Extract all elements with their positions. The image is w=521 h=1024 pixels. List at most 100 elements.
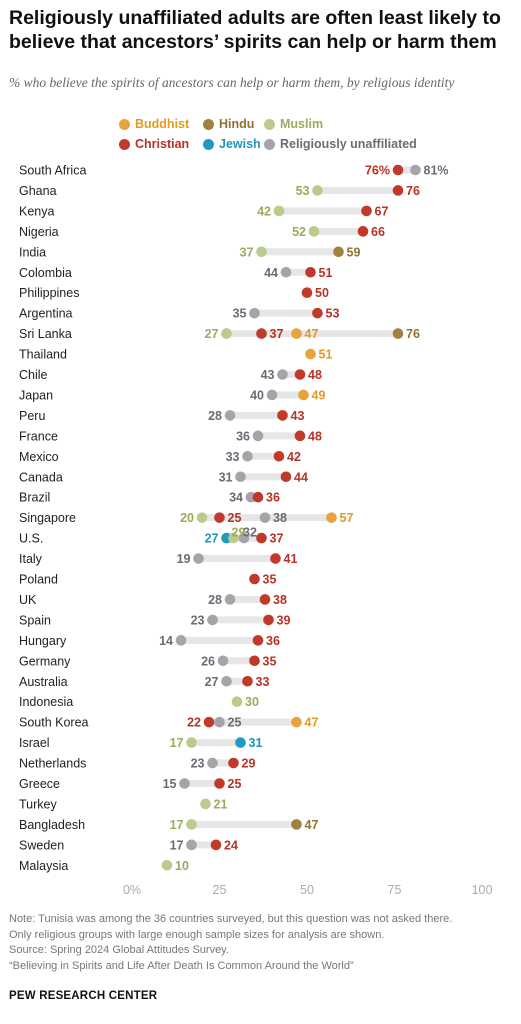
dot-buddhist <box>326 512 337 523</box>
value-label-christian: 36 <box>266 491 280 505</box>
country-label: Sri Lanka <box>19 327 72 341</box>
x-tick-label: 100 <box>472 883 493 897</box>
dot-religiously-unaffiliated <box>175 635 187 646</box>
value-label-muslim: 42 <box>257 204 271 218</box>
value-label-christian: 66 <box>371 225 385 239</box>
dot-hindu <box>291 819 302 830</box>
country-label: Australia <box>19 675 68 689</box>
value-label-christian: 39 <box>277 613 291 627</box>
chart-subtitle: % who believe the spirits of ancestors c… <box>9 75 455 90</box>
dot-religiously-unaffiliated <box>207 614 218 626</box>
dot-christian <box>305 266 316 278</box>
row-south-africa: South Africa 76% 81% <box>19 164 449 178</box>
country-label: Thailand <box>19 348 67 362</box>
row-indonesia: Indonesia 30 <box>19 695 259 709</box>
value-label-christian: 67 <box>375 204 389 218</box>
row-spain: Spain 23 39 <box>19 613 290 627</box>
country-label: Greece <box>19 777 60 791</box>
country-label: Sweden <box>19 838 64 852</box>
value-label-religiously-unaffiliated: 17 <box>170 838 184 852</box>
value-label-buddhist: 47 <box>305 327 319 341</box>
dot-christian <box>361 205 372 217</box>
country-label: Peru <box>19 409 45 423</box>
dot-christian <box>256 328 267 339</box>
value-label-christian: 29 <box>242 757 256 771</box>
dot-religiously-unaffiliated <box>277 369 288 380</box>
x-tick-label: 75 <box>388 883 402 897</box>
dot-religiously-unaffiliated <box>249 307 260 319</box>
row-nigeria: Nigeria 52 66 <box>19 225 385 239</box>
dot-muslim <box>221 328 232 339</box>
country-label: Singapore <box>19 511 76 525</box>
value-label-buddhist: 47 <box>305 716 319 730</box>
dot-muslim <box>228 532 239 544</box>
value-label-christian: 41 <box>284 552 298 566</box>
value-label-christian: 24 <box>224 838 238 852</box>
dot-religiously-unaffiliated <box>214 716 225 728</box>
country-label: Brazil <box>19 491 50 505</box>
dot-muslim <box>196 512 208 523</box>
value-label-religiously-unaffiliated: 43 <box>261 368 275 382</box>
row-israel: Israel 17 31 <box>19 736 262 750</box>
dot-religiously-unaffiliated <box>238 532 250 544</box>
value-label-christian: 35 <box>263 573 277 587</box>
row-sweden: Sweden 17 24 <box>19 838 238 852</box>
x-tick-label: 25 <box>213 883 227 897</box>
value-label-christian: 53 <box>326 307 340 321</box>
country-label: Poland <box>19 573 58 587</box>
country-label: Chile <box>19 368 48 382</box>
dot-christian <box>252 635 264 646</box>
value-label-muslim: 17 <box>170 818 184 832</box>
row-india: India 37 59 <box>19 245 360 259</box>
dot-christian <box>249 573 260 585</box>
dot-religiously-unaffiliated <box>179 778 190 789</box>
value-label-christian: 36 <box>266 634 280 648</box>
chart-title: Religiously unaffiliated adults are ofte… <box>9 7 501 53</box>
value-label-muslim: 37 <box>240 245 254 259</box>
value-label-christian: 25 <box>228 511 242 525</box>
value-label-religiously-unaffiliated: 23 <box>191 613 205 627</box>
value-label-christian: 51 <box>319 266 333 280</box>
value-label-christian: 50 <box>315 286 329 300</box>
dot-muslim <box>186 819 197 830</box>
x-axis: 0% 25 50 75 100 <box>123 883 493 897</box>
dot-religiously-unaffiliated <box>193 553 204 564</box>
dot-religiously-unaffiliated <box>221 675 232 687</box>
country-label: U.S. <box>19 532 43 546</box>
dot-muslim <box>308 226 320 237</box>
value-label-christian: 22 <box>187 716 201 730</box>
dot-muslim <box>200 798 211 810</box>
report-title-line: “Believing in Spirits and Life After Dea… <box>9 959 354 972</box>
note-line: Note: Tunisia was among the 36 countries… <box>9 913 453 925</box>
dot-christian <box>312 307 323 319</box>
value-label-religiously-unaffiliated: 25 <box>228 716 242 730</box>
row-argentina: Argentina 35 53 <box>19 307 339 321</box>
dot-muslim <box>161 860 173 871</box>
value-label-buddhist: 51 <box>319 348 333 362</box>
notes: Note: Tunisia was among the 36 countries… <box>9 912 519 974</box>
value-label-muslim: 53 <box>296 184 310 198</box>
value-label-religiously-unaffiliated: 28 <box>208 409 222 423</box>
dot-christian <box>280 471 292 483</box>
row-japan: Japan 40 49 <box>19 388 325 402</box>
dot-muslim <box>256 246 267 258</box>
dot-christian <box>273 451 285 462</box>
value-label-jewish: 31 <box>249 736 263 750</box>
value-label-religiously-unaffiliated: 23 <box>191 757 205 771</box>
value-label-christian: 37 <box>270 532 284 546</box>
dot-christian <box>242 675 253 687</box>
value-label-hindu: 76 <box>406 327 420 341</box>
row-australia: Australia 27 33 <box>19 675 269 689</box>
row-netherlands: Netherlands 23 29 <box>19 757 255 771</box>
row-canada: Canada 31 44 <box>19 470 308 484</box>
value-label-hindu: 59 <box>347 245 361 259</box>
row-greece: Greece 15 25 <box>19 777 241 791</box>
dot-religiously-unaffiliated <box>410 164 421 176</box>
value-label-religiously-unaffiliated: 33 <box>226 450 240 464</box>
dot-hindu <box>333 246 344 258</box>
value-label-christian: 25 <box>228 777 242 791</box>
dot-christian <box>277 410 288 421</box>
country-label: Germany <box>19 654 71 668</box>
dot-buddhist <box>305 348 316 360</box>
